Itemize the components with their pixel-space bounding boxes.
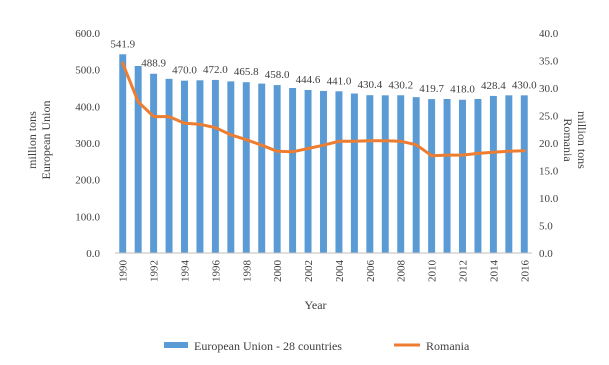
- x-tick-label: 2016: [519, 260, 531, 283]
- bar-data-label: 465.8: [234, 66, 259, 78]
- right-tick-label: 20.0: [539, 138, 559, 150]
- x-tick-label: 2008: [396, 260, 408, 283]
- eu-bar: [258, 83, 266, 253]
- eu-bar: [273, 85, 281, 253]
- left-tick-label: 100.0: [75, 211, 100, 223]
- eu-bar: [350, 93, 358, 253]
- x-tick-label: 1992: [149, 260, 161, 282]
- right-axis-title-line1: million tons: [575, 111, 589, 169]
- bar-data-label: 444.6: [296, 74, 321, 86]
- left-tick-label: 200.0: [75, 175, 100, 187]
- right-tick-label: 40.0: [539, 28, 559, 40]
- eu-bar: [428, 99, 436, 253]
- eu-bar: [459, 99, 466, 253]
- eu-bar: [181, 80, 188, 254]
- eu-bar: [227, 81, 235, 254]
- eu-bar: [381, 95, 389, 253]
- bar-data-label: 430.2: [388, 79, 413, 91]
- left-tick-label: 600.0: [75, 28, 100, 40]
- legend-swatch-eu: [164, 342, 188, 348]
- bar-data-label: 419.7: [419, 83, 444, 95]
- x-tick-label: 1996: [210, 260, 222, 283]
- eu-bar: [335, 91, 343, 253]
- legend-label-romania: Romania: [426, 339, 470, 353]
- eu-bar: [242, 82, 250, 253]
- bar-data-label: 430.0: [512, 79, 537, 91]
- eu-bar: [150, 73, 158, 253]
- bar-data-label: 488.9: [141, 58, 166, 70]
- romania-line: [121, 61, 526, 158]
- left-axis-title-line1: million tons: [25, 111, 39, 169]
- bar-data-label: 541.9: [110, 38, 135, 50]
- left-tick-label: 400.0: [75, 101, 100, 113]
- bar-data-label: 470.0: [172, 65, 197, 77]
- x-tick-label: 1998: [241, 260, 253, 283]
- right-tick-label: 25.0: [539, 111, 559, 123]
- right-tick-label: 35.0: [539, 56, 559, 68]
- bar-data-label: 441.0: [327, 75, 352, 87]
- right-tick-label: 5.0: [539, 221, 553, 233]
- eu-bar: [489, 95, 497, 253]
- right-tick-label: 10.0: [539, 193, 559, 205]
- bar-data-label: 458.0: [265, 69, 290, 81]
- eu-bar: [134, 66, 142, 253]
- eu-bar: [289, 88, 297, 253]
- eu-bar: [304, 89, 312, 253]
- left-tick-label: 0.0: [86, 248, 100, 260]
- eu-bar: [119, 54, 127, 254]
- eu-bar: [196, 80, 204, 253]
- x-tick-label: 1994: [180, 260, 192, 283]
- x-tick-label: 2004: [334, 260, 346, 283]
- x-tick-label: 2000: [272, 260, 284, 283]
- x-tick-label: 2002: [303, 260, 315, 282]
- eu-bar: [474, 99, 482, 253]
- eu-bar: [211, 79, 219, 253]
- eu-bar: [505, 95, 513, 253]
- x-axis-title: Year: [304, 298, 326, 312]
- right-axis-title-line2: Romania: [561, 118, 575, 162]
- eu-bar: [320, 90, 327, 253]
- x-tick-label: 1990: [118, 260, 130, 283]
- bar-data-label: 428.4: [481, 80, 506, 92]
- legend-label-eu: European Union - 28 countries: [194, 339, 342, 353]
- eu-bar: [397, 95, 405, 253]
- eu-bar: [366, 95, 374, 253]
- right-tick-label: 15.0: [539, 166, 559, 178]
- left-axis-title-line2: European Union: [39, 101, 53, 180]
- x-tick-label: 2014: [488, 260, 500, 283]
- left-tick-label: 500.0: [75, 65, 100, 77]
- eu-bar: [412, 97, 420, 254]
- x-tick-label: 2012: [458, 260, 470, 282]
- bar-data-label: 472.0: [203, 64, 228, 76]
- left-tick-label: 300.0: [75, 138, 100, 150]
- bar-data-label: 430.4: [357, 79, 382, 91]
- x-tick-label: 2010: [427, 260, 439, 283]
- x-tick-label: 2006: [365, 260, 377, 283]
- bar-data-label: 418.0: [450, 84, 475, 96]
- eu-bar: [165, 78, 173, 253]
- eu-bar: [520, 95, 528, 253]
- right-tick-label: 0.0: [539, 248, 553, 260]
- eu-bar: [443, 99, 451, 253]
- right-tick-label: 30.0: [539, 83, 559, 95]
